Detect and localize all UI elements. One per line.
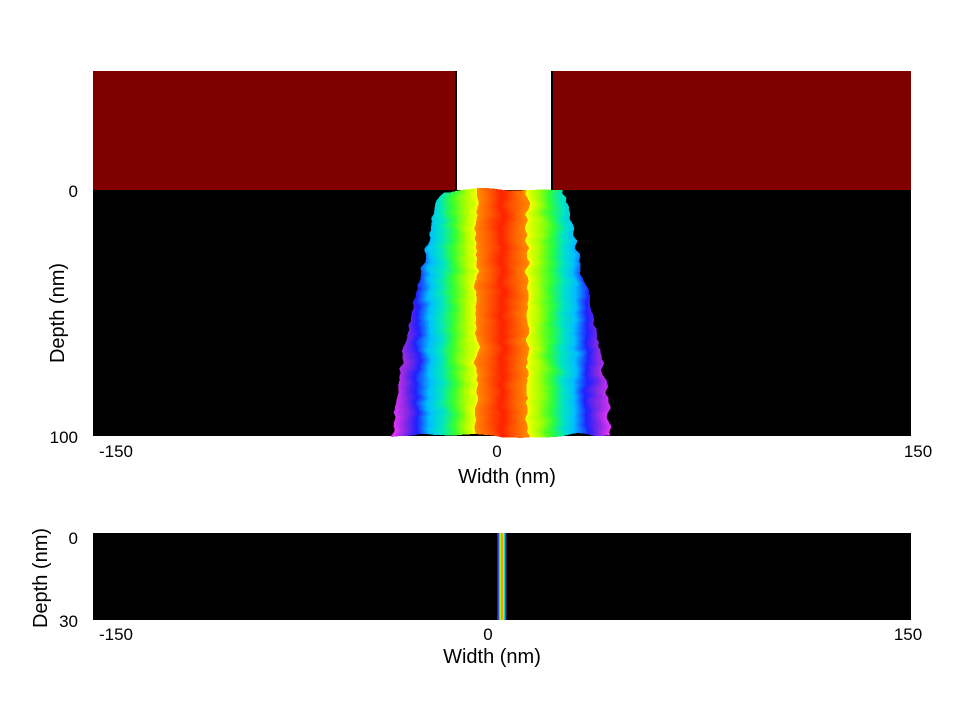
bottom-xtick-zero: 0 — [483, 625, 492, 644]
top-profile-group — [392, 190, 612, 436]
top-xtick-max: 150 — [904, 442, 932, 461]
bottom-ytick-30: 30 — [59, 612, 78, 631]
top-xtick-zero: 0 — [492, 442, 501, 461]
bottom-xtick-min: -150 — [99, 625, 133, 644]
top-ytick-0: 0 — [69, 182, 78, 201]
top-ytick-100: 100 — [50, 428, 78, 447]
mask-left-block — [93, 71, 457, 190]
top-concentration-inner — [476, 190, 528, 436]
top-xlabel: Width (nm) — [458, 466, 556, 488]
top-ylabel: Depth (nm) — [47, 263, 69, 363]
bottom-panel: 0 30 -150 0 150 Width (nm) Depth (nm) — [30, 528, 922, 668]
bottom-concentration-column — [497, 533, 507, 620]
bottom-xtick-max: 150 — [894, 625, 922, 644]
top-xtick-min: -150 — [99, 442, 133, 461]
bottom-ylabel: Depth (nm) — [30, 528, 52, 628]
bottom-xlabel: Width (nm) — [443, 646, 541, 668]
top-panel: 0 100 -150 0 150 Width (nm) Depth (nm) — [47, 71, 932, 488]
bottom-ytick-0: 0 — [69, 529, 78, 548]
mask-right-block — [551, 71, 911, 190]
